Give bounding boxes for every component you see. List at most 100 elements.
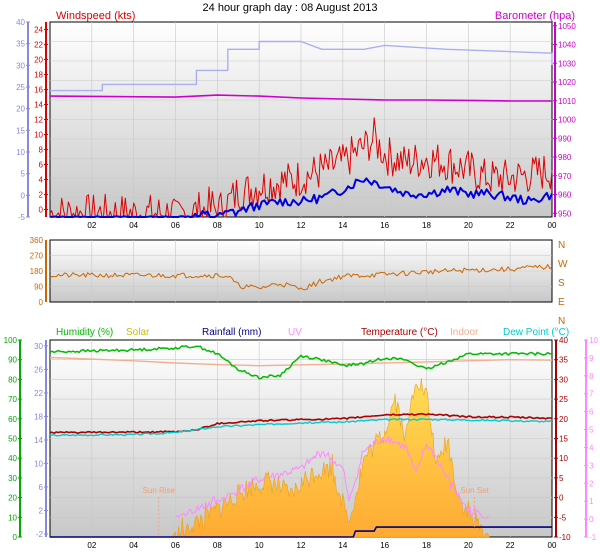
x-tick-label: 06 bbox=[171, 221, 180, 230]
x-tick-label: 00 bbox=[548, 221, 557, 230]
x-tick-label: 22 bbox=[506, 221, 515, 230]
x-tick-label: 10 bbox=[255, 541, 264, 550]
temp-label: 10 bbox=[559, 454, 568, 463]
wind-inner-label: 0 bbox=[39, 206, 44, 215]
wind-outer-label: 30 bbox=[16, 61, 25, 70]
indoor-label: 22 bbox=[34, 389, 43, 398]
humidity-label: 30 bbox=[8, 474, 17, 483]
barometer-axis-title: Barometer (hpa) bbox=[495, 10, 575, 22]
dir-compass-label: E bbox=[558, 297, 565, 308]
windspeed-axis-title: Windspeed (kts) bbox=[56, 10, 135, 22]
indoor-label: 2 bbox=[39, 507, 44, 516]
baro-label: 1000 bbox=[558, 116, 576, 125]
baro-label: 990 bbox=[558, 134, 572, 143]
humidity-label: 80 bbox=[8, 375, 17, 384]
x-tick-label: 20 bbox=[464, 221, 473, 230]
wind-outer-label: 0 bbox=[21, 191, 26, 200]
dir-tick-label: 90 bbox=[34, 283, 43, 292]
humidity-label: 100 bbox=[4, 336, 18, 345]
temp-label: -5 bbox=[559, 513, 567, 522]
legend-dew: Dew Point (°C) bbox=[503, 327, 569, 338]
wind-outer-label: 35 bbox=[16, 40, 25, 49]
wind-barometer-panel: -505101520253035400246810121416182022249… bbox=[16, 10, 576, 230]
uv-label: 0 bbox=[589, 515, 594, 524]
wind-outer-label: 25 bbox=[16, 83, 25, 92]
x-tick-label: 16 bbox=[380, 541, 389, 550]
indoor-label: 14 bbox=[34, 436, 43, 445]
humidity-label: 0 bbox=[13, 533, 18, 542]
temp-label: 0 bbox=[559, 494, 564, 503]
wind-inner-label: 24 bbox=[34, 26, 43, 35]
wind-inner-label: 16 bbox=[34, 86, 43, 95]
x-tick-label: 04 bbox=[129, 541, 138, 550]
uv-label: 7 bbox=[589, 390, 594, 399]
dir-compass-label: W bbox=[558, 259, 568, 270]
uv-line bbox=[175, 435, 490, 519]
temperature-line bbox=[49, 412, 553, 434]
dewpoint-line bbox=[49, 418, 553, 437]
uv-label: 10 bbox=[589, 336, 598, 345]
x-tick-label: 10 bbox=[255, 221, 264, 230]
wind-inner-label: 2 bbox=[39, 191, 44, 200]
x-tick-label: 18 bbox=[422, 221, 431, 230]
x-tick-label: 14 bbox=[338, 541, 347, 550]
direction-line bbox=[49, 264, 553, 291]
humidity-label: 60 bbox=[8, 415, 17, 424]
indoor-label: 26 bbox=[34, 365, 43, 374]
chart-title: 24 hour graph day : 08 August 2013 bbox=[203, 2, 378, 14]
wind-inner-label: 18 bbox=[34, 71, 43, 80]
uv-label: 1 bbox=[589, 497, 594, 506]
humidity-label: 70 bbox=[8, 395, 17, 404]
legend-uv: UV bbox=[288, 327, 302, 338]
wind-outer-label: 20 bbox=[16, 105, 25, 114]
wind-inner-label: 8 bbox=[39, 146, 44, 155]
baro-label: 960 bbox=[558, 191, 572, 200]
humidity-line bbox=[49, 345, 552, 380]
temp-label: 30 bbox=[559, 375, 568, 384]
x-tick-label: 08 bbox=[213, 221, 222, 230]
baro-label: 1030 bbox=[558, 59, 576, 68]
wind-outer-label: 15 bbox=[16, 126, 25, 135]
sun-annotation: Sun Rise bbox=[143, 486, 176, 495]
temp-label: 15 bbox=[559, 435, 568, 444]
indoor-label: -2 bbox=[36, 530, 44, 539]
temp-label: 5 bbox=[559, 474, 564, 483]
dir-tick-label: 270 bbox=[30, 252, 44, 261]
temp-label: 25 bbox=[559, 395, 568, 404]
indoor-label: 10 bbox=[34, 459, 43, 468]
baro-label: 950 bbox=[558, 209, 572, 218]
x-tick-label: 12 bbox=[297, 541, 306, 550]
uv-label: 6 bbox=[589, 408, 594, 417]
x-tick-label: 06 bbox=[171, 541, 180, 550]
humidity-label: 90 bbox=[8, 356, 17, 365]
temp-label: 35 bbox=[559, 356, 568, 365]
indoor-label: 30 bbox=[34, 342, 43, 351]
wind-inner-label: 14 bbox=[34, 101, 43, 110]
dir-tick-label: 0 bbox=[39, 298, 44, 307]
wind-outer-label: -5 bbox=[18, 213, 26, 222]
x-tick-label: 14 bbox=[338, 221, 347, 230]
sun-annotation: Sun Set bbox=[460, 486, 489, 495]
indoor-label: 18 bbox=[34, 412, 43, 421]
wind-inner-label: 12 bbox=[34, 116, 43, 125]
x-tick-label: 04 bbox=[129, 221, 138, 230]
wind-inner-label: 4 bbox=[39, 176, 44, 185]
humidity-label: 50 bbox=[8, 435, 17, 444]
legend-indoor: Indoor bbox=[450, 327, 479, 338]
x-tick-label: 22 bbox=[506, 541, 515, 550]
legend-solar: Solar bbox=[126, 327, 150, 338]
uv-label: 2 bbox=[589, 479, 594, 488]
wind-outer-label: 40 bbox=[16, 18, 25, 27]
uv-label: 4 bbox=[589, 443, 594, 452]
humidity-label: 40 bbox=[8, 454, 17, 463]
indoor-line bbox=[49, 356, 553, 367]
wind-inner-label: 20 bbox=[34, 56, 43, 65]
x-tick-label: 08 bbox=[213, 541, 222, 550]
uv-label: 5 bbox=[589, 426, 594, 435]
humidity-label: 10 bbox=[8, 513, 17, 522]
barometer-line bbox=[49, 94, 552, 102]
uv-label: 8 bbox=[589, 372, 594, 381]
baro-label: 1050 bbox=[558, 22, 576, 31]
x-tick-label: 20 bbox=[464, 541, 473, 550]
legend-rainfall: Rainfall (mm) bbox=[202, 327, 261, 338]
